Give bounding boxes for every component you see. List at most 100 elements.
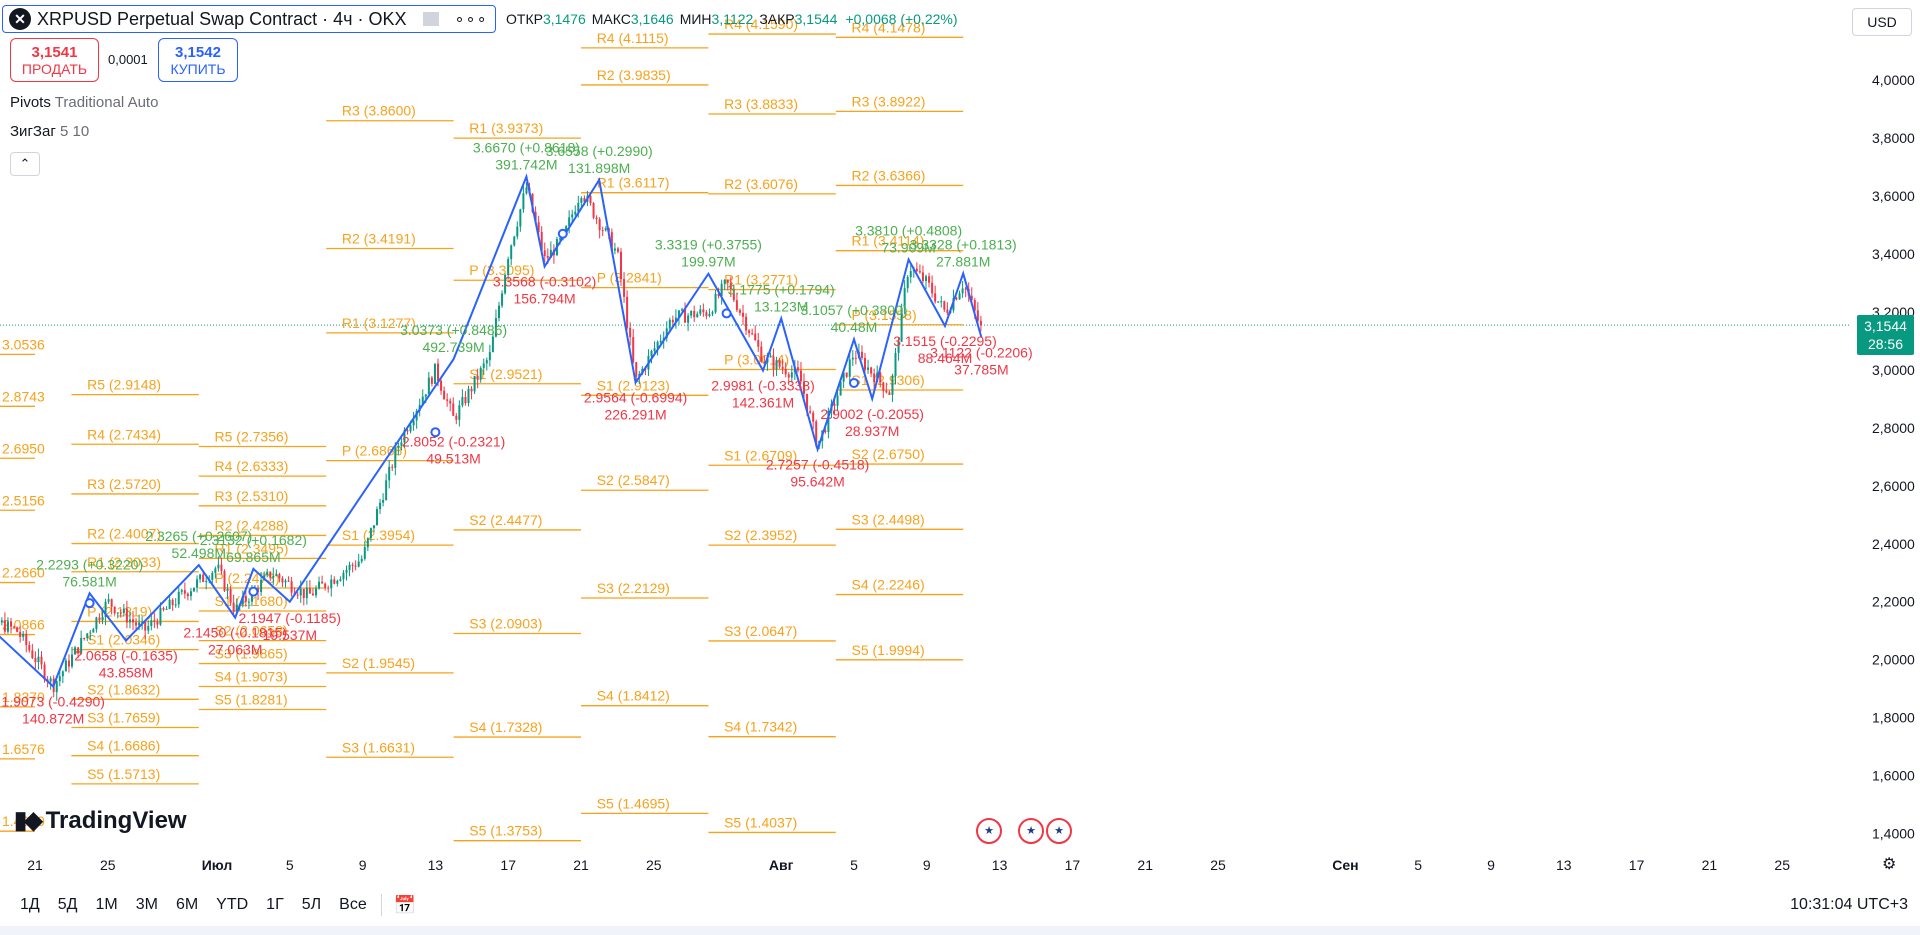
candle-body bbox=[708, 313, 711, 317]
calendar-icon[interactable]: 📅 bbox=[393, 894, 417, 915]
indicator-zigzag[interactable]: ЗигЗаг 5 10 bbox=[10, 123, 89, 140]
timeframe-7[interactable]: 5Л bbox=[301, 896, 322, 913]
candle-body bbox=[144, 621, 147, 631]
horizontal-scrollbar[interactable] bbox=[0, 926, 1920, 935]
us-flag-icon[interactable]: ★ bbox=[1018, 818, 1044, 844]
candle-body bbox=[284, 580, 287, 583]
candle-body bbox=[867, 367, 870, 370]
candle-body bbox=[80, 637, 83, 654]
candle-body bbox=[43, 664, 46, 680]
pivot-label: S3 (1.6631) bbox=[342, 739, 415, 755]
candle-body bbox=[415, 410, 418, 421]
timeframe-3[interactable]: 3М bbox=[135, 896, 158, 913]
candle-body bbox=[809, 411, 812, 413]
timeframe-4[interactable]: 6М bbox=[175, 896, 199, 913]
candle-body bbox=[101, 616, 104, 621]
candle-body bbox=[928, 276, 931, 283]
us-flag-icon[interactable]: ★ bbox=[976, 818, 1002, 844]
zigzag-volume-label: 492.739M bbox=[422, 339, 484, 355]
buy-price: 3,1542 bbox=[175, 44, 221, 61]
candle-body bbox=[729, 282, 732, 290]
timeframe-6[interactable]: 1Г bbox=[266, 896, 284, 913]
x-tick-label: 17 bbox=[500, 857, 516, 873]
candle-body bbox=[171, 599, 174, 606]
tradingview-mark-icon: ▮◆ bbox=[14, 807, 43, 834]
indicator-settings: 5 10 bbox=[59, 123, 90, 140]
chart-settings-icon[interactable]: ⚙ bbox=[1882, 856, 1897, 873]
candle-body bbox=[116, 612, 119, 614]
pivot-label: 1.4080 bbox=[2, 813, 45, 829]
candle-body bbox=[354, 565, 357, 567]
candle-body bbox=[714, 293, 717, 313]
pivot-label: S3 (1.9865) bbox=[215, 646, 288, 662]
candle-body bbox=[958, 293, 961, 300]
candle-body bbox=[220, 564, 223, 572]
candle-body bbox=[89, 632, 92, 634]
ohlc-key: МИН bbox=[679, 11, 712, 27]
candle-body bbox=[604, 228, 607, 231]
buy-button[interactable]: 3,1542 КУПИТЬ bbox=[158, 38, 238, 82]
candle-body bbox=[726, 279, 729, 283]
timeframe-1[interactable]: 5Д bbox=[57, 896, 78, 913]
pivot-label: R1 (3.6117) bbox=[597, 175, 670, 191]
candle-body bbox=[409, 425, 412, 432]
pivot-label: 3.0536 bbox=[2, 336, 45, 352]
ohlc-value: 3,1476 bbox=[542, 11, 586, 27]
symbol-title[interactable]: XRPUSD Perpetual Swap Contract · 4ч · OK… bbox=[37, 8, 407, 29]
candle-body bbox=[833, 404, 836, 406]
sell-label: ПРОДАТЬ bbox=[21, 61, 88, 77]
candle-body bbox=[781, 366, 784, 369]
candle-body bbox=[165, 608, 168, 610]
candle-body bbox=[577, 202, 580, 212]
x-tick-label: 25 bbox=[1774, 857, 1790, 873]
timeframe-2[interactable]: 1М bbox=[95, 896, 118, 913]
economic-events[interactable]: ★ ★ ★ bbox=[976, 818, 1074, 844]
candle-body bbox=[321, 581, 324, 584]
pivot-label: R4 (4.1590) bbox=[724, 16, 798, 32]
candle-body bbox=[403, 430, 406, 443]
tradingview-logo[interactable]: ▮◆ TradingView bbox=[14, 806, 187, 835]
candle-body bbox=[147, 626, 150, 631]
y-tick-label: 2,4000 bbox=[1872, 536, 1915, 552]
sell-button[interactable]: 3,1541 ПРОДАТЬ bbox=[10, 38, 99, 82]
candle-body bbox=[742, 312, 744, 317]
zigzag-marker bbox=[430, 427, 441, 438]
timeframe-0[interactable]: 1Д bbox=[20, 896, 40, 913]
candle-body bbox=[296, 594, 299, 596]
candle-body bbox=[427, 377, 430, 395]
candle-body bbox=[583, 198, 586, 202]
pivot-label: R3 (3.8922) bbox=[852, 93, 926, 109]
pivot-label: 2.8743 bbox=[2, 388, 45, 404]
x-tick-label: 13 bbox=[428, 857, 444, 873]
pivot-label: S4 (1.9073) bbox=[215, 669, 288, 685]
candle-body bbox=[71, 654, 73, 667]
ohlc-value: 3,1122 bbox=[711, 11, 754, 27]
candle-body bbox=[217, 564, 220, 569]
zigzag-value-label: 3.3328 (+0.1813) bbox=[910, 236, 1017, 252]
candle-body bbox=[559, 238, 561, 240]
timeframe-8[interactable]: Все bbox=[339, 896, 367, 913]
candle-body bbox=[333, 579, 336, 584]
pivot-label: P (2.1319) bbox=[87, 603, 152, 619]
flag-icon[interactable] bbox=[422, 12, 439, 26]
candle-body bbox=[287, 580, 290, 582]
symbol-header[interactable]: ✕ XRPUSD Perpetual Swap Contract · 4ч · … bbox=[2, 5, 496, 33]
timeframe-5[interactable]: YTD bbox=[216, 896, 249, 913]
clock[interactable]: 10:31:04 UTC+3 bbox=[1790, 896, 1908, 913]
candle-body bbox=[772, 356, 775, 370]
more-options-icon[interactable]: ∘∘∘ bbox=[454, 11, 488, 28]
candle-body bbox=[546, 255, 549, 258]
zigzag-marker bbox=[248, 586, 259, 597]
zigzag-volume-label: 28.937M bbox=[845, 423, 899, 439]
indicator-pivots[interactable]: Pivots Traditional Auto bbox=[10, 94, 158, 111]
candle-body bbox=[882, 382, 885, 391]
candle-body bbox=[769, 356, 772, 358]
candle-body bbox=[620, 251, 622, 280]
candle-body bbox=[290, 581, 293, 593]
us-flag-icon[interactable]: ★ bbox=[1046, 818, 1072, 844]
candle-body bbox=[851, 357, 854, 360]
collapse-legend-button[interactable]: ⌃ bbox=[10, 152, 40, 176]
candle-body bbox=[440, 380, 443, 391]
currency-selector[interactable]: USD bbox=[1852, 8, 1912, 36]
